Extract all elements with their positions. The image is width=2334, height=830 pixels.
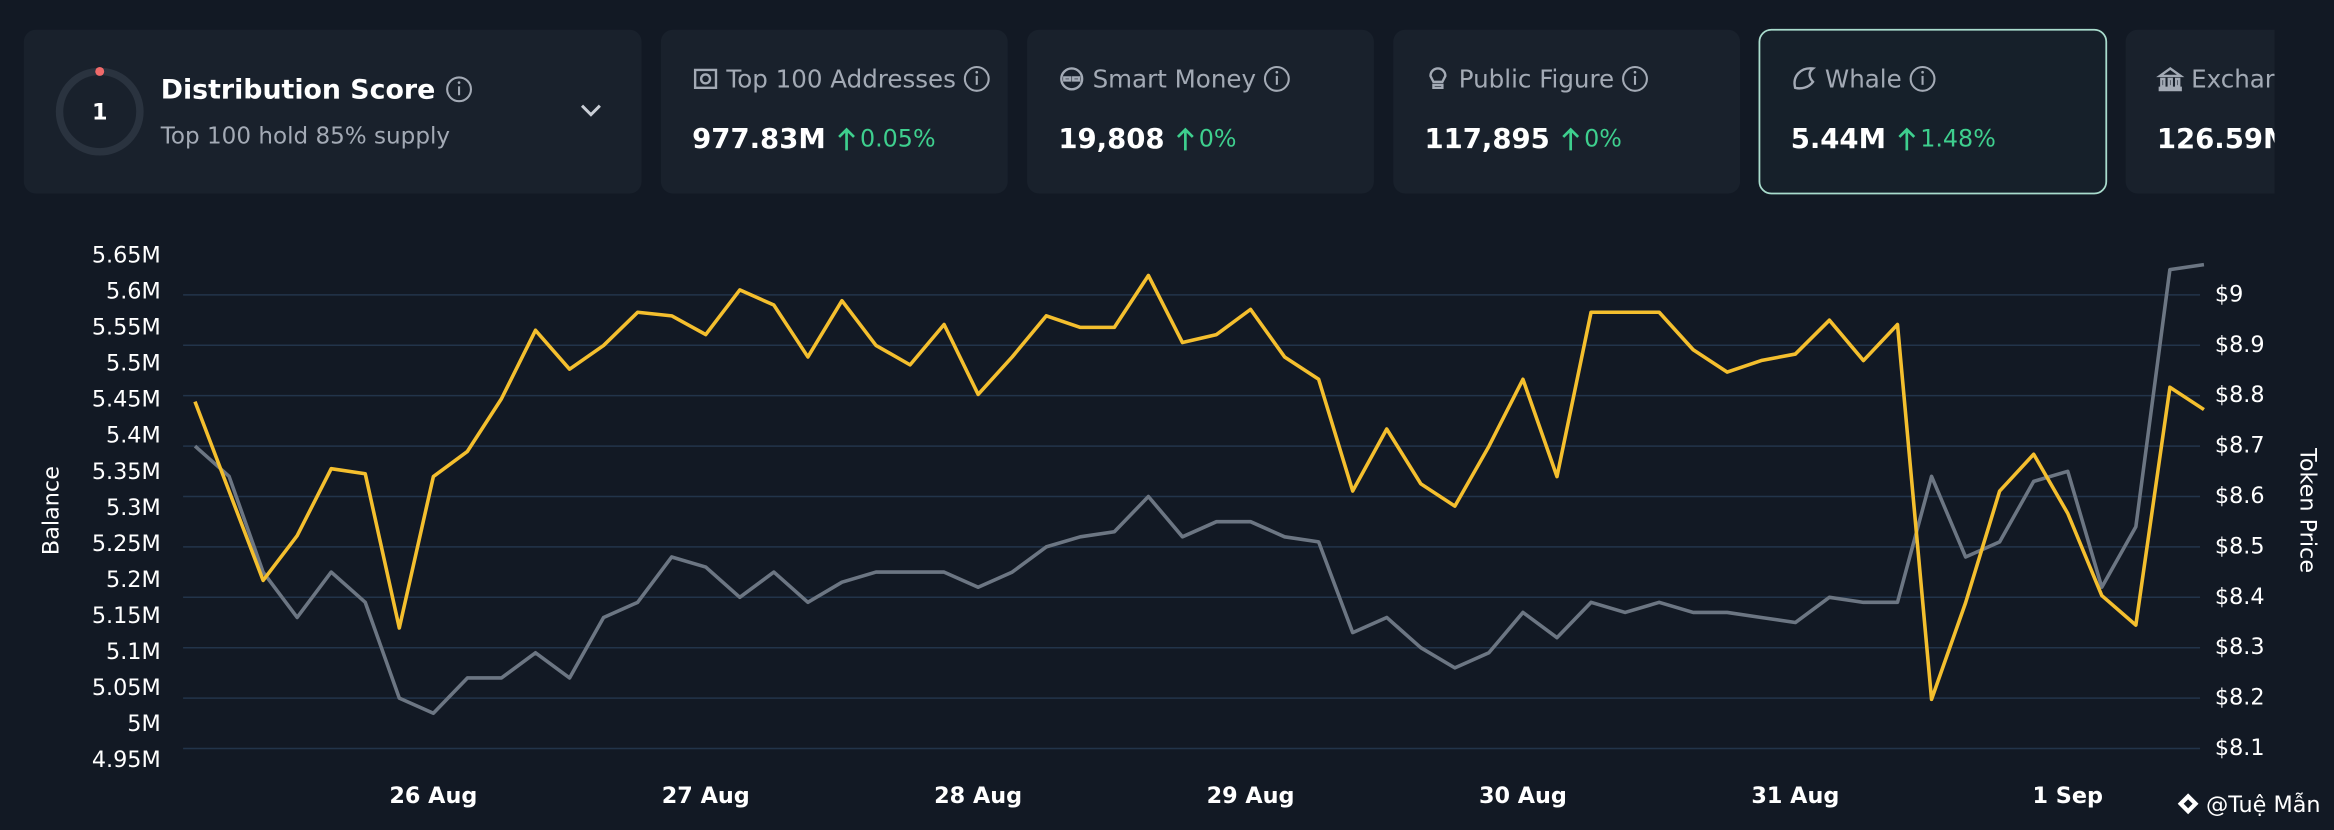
- y-tick-label: 4.95M: [92, 747, 161, 773]
- y2-tick-label: $8.6: [2215, 483, 2265, 509]
- card-title: Top 100 Addresses: [725, 64, 956, 93]
- up-arrow: [838, 127, 855, 151]
- card-icon: [693, 68, 718, 90]
- y-tick-label: 5.6M: [106, 279, 161, 305]
- card-bg: [660, 29, 1008, 194]
- y2-tick-label: $8.9: [2215, 332, 2265, 358]
- y-tick-label: 5.55M: [92, 315, 161, 341]
- info-icon[interactable]: [1909, 65, 1936, 92]
- y2-axis-label: Token Price: [2295, 447, 2321, 573]
- card-value: 126.59M: [2157, 123, 2291, 155]
- info-dot: [1275, 70, 1279, 74]
- info-dot: [975, 70, 979, 74]
- metric-card[interactable]: Smart Money 19,808 0%: [1027, 29, 1374, 194]
- y-tick-label: 5.35M: [92, 459, 161, 485]
- y-tick-label: 5M: [127, 711, 160, 737]
- y-tick-label: 5.45M: [92, 387, 161, 413]
- card-title: Exchange: [2191, 64, 2311, 93]
- up-arrow: [1562, 127, 1580, 151]
- score: 1: [92, 100, 108, 126]
- card-value: 117,895: [1425, 123, 1550, 155]
- info-icon[interactable]: [963, 65, 990, 92]
- card-icon: [1793, 67, 1817, 90]
- y-axis-label: Balance: [39, 466, 65, 555]
- y-tick-label: 5.3M: [106, 495, 161, 521]
- info-ring: [1263, 65, 1290, 92]
- metric-card[interactable]: Whale 5.44M 1.48%: [1758, 28, 2108, 195]
- card-value: 977.83M: [692, 123, 826, 155]
- card-icon: [2156, 67, 2185, 92]
- card-title: Whale: [1825, 64, 1902, 93]
- card-bg: [1027, 29, 1374, 194]
- metric-cards: Top 100 Addresses 977.83M 0.05% Smart Money…: [660, 28, 2334, 195]
- card-bg: [1758, 28, 2108, 195]
- chart: $8.1 $8.2 $8.3 $8.4 $8.5 $8.6 $8.7 $8.8 $8.9 $9 4.…: [39, 243, 2321, 809]
- metric-card[interactable]: Public Figure 117,895 0%: [1393, 29, 1741, 194]
- card-bg: [23, 29, 642, 194]
- x-tick-label: 26 Aug: [389, 783, 477, 809]
- y-tick-label: 5.4M: [106, 423, 161, 449]
- x-tick-label: 1 Sep: [2033, 783, 2103, 809]
- y-tick-label: 5.2M: [106, 567, 161, 593]
- card-bg: [2125, 29, 2275, 194]
- card-change: 0.05%: [860, 124, 936, 152]
- info-ring: [1909, 65, 1936, 92]
- card-change: 0%: [1199, 124, 1237, 152]
- x-tick-label: 27 Aug: [662, 783, 750, 809]
- card-title: Smart Money: [1093, 64, 1256, 93]
- x-tick-label: 30 Aug: [1479, 783, 1567, 809]
- y-tick-label: 5.65M: [92, 243, 161, 269]
- chevron[interactable]: [580, 104, 601, 117]
- card-icon: [1429, 67, 1447, 90]
- y-tick-label: 5.5M: [106, 351, 161, 377]
- y2-tick-label: $8.3: [2215, 634, 2265, 660]
- up-arrow: [1176, 127, 1194, 151]
- info-icon[interactable]: [446, 76, 473, 103]
- y2-tick-label: $8.1: [2215, 735, 2265, 761]
- card-value: 5.44M: [1791, 123, 1886, 155]
- y-tick-label: 5.05M: [92, 675, 161, 701]
- series-line: [193, 262, 2205, 716]
- y2-tick-label: $9: [2215, 281, 2243, 307]
- info-dot: [1921, 70, 1924, 74]
- card-bg: [1393, 29, 1741, 194]
- y2-tick-label: $8.4: [2215, 584, 2265, 610]
- y2-tick-label: $8.5: [2215, 533, 2265, 559]
- score-subtitle: Top 100 hold 85% supply: [160, 123, 450, 149]
- y2-tick-label: $8.8: [2215, 382, 2265, 408]
- info-ring: [963, 65, 990, 92]
- score-card[interactable]: 1 Distribution Score Top 100 hold 85% su…: [23, 29, 642, 194]
- score-title: Distribution Score: [161, 74, 435, 105]
- card-value: 19,808: [1058, 123, 1164, 155]
- y-tick-label: 5.25M: [92, 531, 161, 557]
- info-icon[interactable]: [1263, 65, 1290, 92]
- up-arrow: [1898, 127, 1916, 151]
- series-line: [193, 273, 2205, 702]
- score-dot: [95, 66, 105, 76]
- card-title: Public Figure: [1459, 64, 1614, 93]
- watermark-text: @Tuệ Mẫn: [2206, 790, 2321, 818]
- metric-card[interactable]: Top 100 Addresses 977.83M 0.05%: [660, 29, 1008, 194]
- card-icon: [1060, 67, 1084, 91]
- info-ring: [1622, 65, 1648, 92]
- y-tick-label: 5.15M: [92, 603, 161, 629]
- card-change: 0%: [1584, 124, 1622, 152]
- info-dot: [1633, 70, 1637, 74]
- y2-tick-label: $8.2: [2215, 685, 2265, 711]
- x-tick-label: 31 Aug: [1751, 783, 1839, 809]
- y2-tick-label: $8.7: [2215, 433, 2265, 459]
- x-tick-label: 29 Aug: [1207, 783, 1295, 809]
- info-icon[interactable]: [1622, 65, 1648, 92]
- x-tick-label: 28 Aug: [934, 783, 1022, 809]
- y-tick-label: 5.1M: [106, 639, 161, 665]
- card-change: 1.48%: [1920, 124, 1996, 152]
- metric-card[interactable]: Exchange 126.59M: [2125, 29, 2334, 194]
